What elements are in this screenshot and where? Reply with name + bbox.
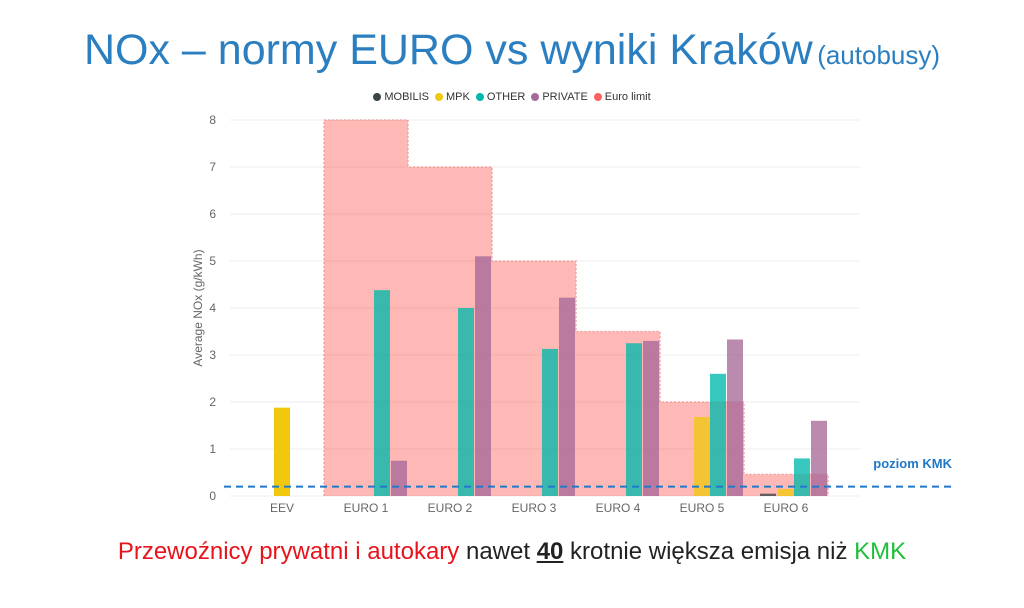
x-tick-label: EURO 2 xyxy=(428,501,473,515)
legend-label: MOBILIS xyxy=(384,91,429,103)
bar-private-euro-2 xyxy=(475,256,491,496)
bar-mpk-euro-6 xyxy=(778,488,794,496)
bar-other-euro-4 xyxy=(626,343,642,496)
bar-private-euro-6 xyxy=(811,420,827,496)
legend-label: OTHER xyxy=(486,91,526,103)
bar-other-euro-1 xyxy=(374,290,390,496)
legend-dot-icon xyxy=(475,93,484,101)
legend-dot-icon xyxy=(593,93,602,101)
bar-private-euro-4 xyxy=(643,340,659,496)
legend-dot-icon xyxy=(373,93,382,101)
bar-private-euro-5 xyxy=(727,339,743,496)
y-tick-label: 7 xyxy=(209,160,216,174)
bar-mobilis-euro-6 xyxy=(760,493,776,496)
x-tick-label: EEV xyxy=(270,501,294,515)
y-tick-label: 5 xyxy=(209,254,216,268)
x-tick-label: EURO 5 xyxy=(680,501,725,515)
bar-private-euro-3 xyxy=(559,297,575,496)
chart-title: NOx – normy EURO vs wyniki Kraków (autob… xyxy=(0,26,1024,75)
x-tick-label: EURO 4 xyxy=(596,501,641,515)
y-tick-label: 8 xyxy=(209,113,216,127)
legend-item-other: OTHER xyxy=(475,91,526,103)
y-tick-label: 0 xyxy=(209,489,216,503)
chart-legend: MOBILIS MPK OTHER PRIVATE Euro limit xyxy=(0,91,1024,103)
x-tick-label: EURO 6 xyxy=(764,501,809,515)
legend-item-private: PRIVATE xyxy=(531,91,588,103)
legend-item-mpk: MPK xyxy=(435,91,470,103)
x-tick-label: EURO 1 xyxy=(344,501,389,515)
footer-caption: Przewoźnicy prywatni i autokary nawet 40… xyxy=(0,538,1024,566)
bar-other-euro-3 xyxy=(542,348,558,496)
legend-label: PRIVATE xyxy=(542,91,588,103)
y-axis-label: Average NOx (g/kWh) xyxy=(191,249,205,366)
y-tick-label: 2 xyxy=(209,395,216,409)
y-tick-label: 6 xyxy=(209,207,216,221)
x-tick-label: EURO 3 xyxy=(512,501,557,515)
legend-label: MPK xyxy=(446,91,470,103)
bar-private-euro-1 xyxy=(391,460,407,496)
footer-private-carriers: Przewoźnicy prywatni i autokary xyxy=(117,538,460,565)
y-tick-label: 1 xyxy=(209,442,216,456)
footer-kmk: KMK xyxy=(854,538,907,565)
title-sub: (autobusy) xyxy=(817,40,941,70)
y-tick-label: 3 xyxy=(209,348,216,362)
bar-mpk-euro-5 xyxy=(694,417,710,496)
legend-item-mobilis: MOBILIS xyxy=(373,91,429,103)
legend-dot-icon xyxy=(531,93,540,101)
bar-other-euro-5 xyxy=(710,373,726,496)
nox-bar-chart: 0 1 2 3 4 5 6 7 8 Average NOx (g/kWh) EEV EURO 1 EUR… xyxy=(191,113,955,515)
reference-line-label: poziom KMK xyxy=(873,456,952,471)
euro-limit-outline xyxy=(323,119,829,496)
footer-text-1: nawet xyxy=(459,538,537,565)
footer-text-2: krotnie większa emisja niż xyxy=(563,538,855,565)
y-tick-label: 4 xyxy=(209,301,216,315)
bar-other-euro-2 xyxy=(458,308,474,496)
legend-item-euro-limit: Euro limit xyxy=(593,91,651,103)
bar-mpk-eev xyxy=(274,407,290,496)
euro-limit-area-euro-1 xyxy=(324,120,408,496)
legend-dot-icon xyxy=(435,93,443,101)
title-main: NOx – normy EURO vs wyniki Kraków xyxy=(83,26,813,74)
legend-label: Euro limit xyxy=(604,91,651,103)
bar-other-euro-6 xyxy=(794,458,810,496)
footer-multiplier: 40 xyxy=(536,538,564,565)
